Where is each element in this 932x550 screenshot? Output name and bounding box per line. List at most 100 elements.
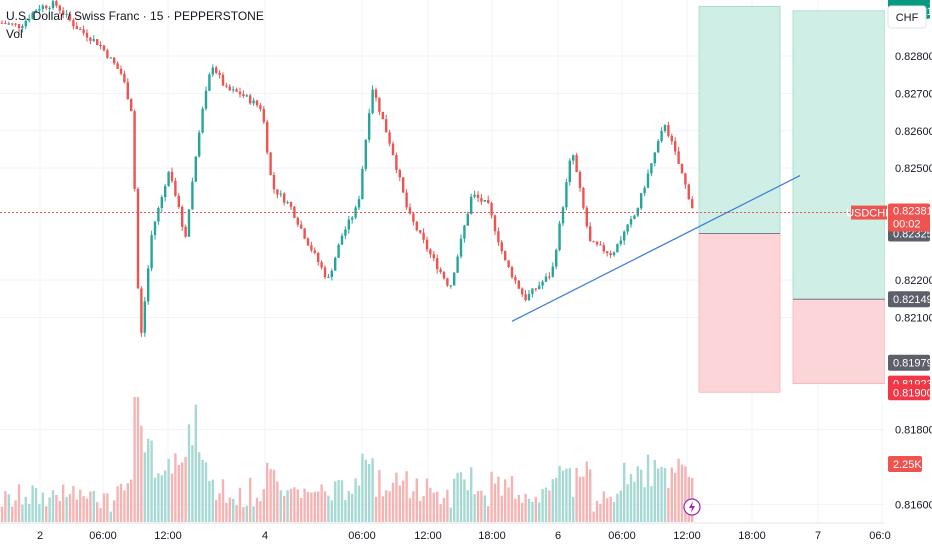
volume-bar bbox=[538, 502, 541, 522]
position-zones bbox=[698, 5, 886, 393]
volume-bar bbox=[504, 479, 507, 522]
candle-body bbox=[527, 293, 531, 301]
volume-bar bbox=[650, 485, 653, 522]
volume-bar bbox=[381, 496, 384, 522]
volume-bar bbox=[398, 485, 401, 522]
candle-body bbox=[334, 257, 337, 271]
volume-bar bbox=[133, 397, 136, 522]
symbol-title[interactable]: U.S. Dollar / Swiss Franc · 15 · PEPPERS… bbox=[6, 9, 264, 23]
candle-body bbox=[109, 57, 112, 59]
time-tick-label: 7 bbox=[815, 530, 821, 542]
trendline[interactable] bbox=[511, 174, 801, 322]
candle-body bbox=[599, 244, 602, 246]
volume-bar bbox=[31, 485, 34, 522]
volume-bar bbox=[541, 489, 544, 522]
candle-body bbox=[245, 95, 248, 97]
candle-body bbox=[670, 135, 673, 142]
candles bbox=[0, 0, 694, 337]
volume-bar bbox=[419, 500, 422, 522]
candle-body bbox=[619, 240, 622, 244]
candle-body bbox=[14, 23, 17, 25]
volume-bar bbox=[11, 506, 14, 522]
candle-body bbox=[453, 272, 456, 286]
candle-body bbox=[17, 24, 21, 29]
volume-bar bbox=[296, 489, 299, 522]
price-axis-ticks: 0.82800 0.82700 0.82600 0.82500 0.82200 0.821… bbox=[895, 51, 932, 511]
volume-bar bbox=[266, 462, 269, 522]
volume-bar bbox=[184, 456, 187, 522]
volume-bar bbox=[483, 495, 486, 522]
volume-bar bbox=[249, 477, 252, 522]
time-axis[interactable]: 2 06:00 12:00 4 06:00 12:00 18:00 6 06:00 12:00 18… bbox=[0, 522, 891, 542]
volume-bar bbox=[82, 496, 85, 522]
long-position-2-target-zone bbox=[792, 10, 886, 300]
volume-bar bbox=[109, 511, 112, 522]
volume-bar bbox=[667, 487, 670, 522]
volume-bar bbox=[351, 493, 354, 522]
candle-body bbox=[357, 199, 361, 208]
volume-bar bbox=[415, 478, 418, 522]
candle-body bbox=[691, 199, 694, 209]
volume-bars bbox=[0, 397, 694, 522]
candle-body bbox=[232, 89, 235, 91]
candle-body bbox=[558, 223, 561, 251]
candle-body bbox=[133, 111, 136, 189]
time-axis-ticks: 2 06:00 12:00 4 06:00 12:00 18:00 6 06:00 12:00 18… bbox=[37, 530, 891, 542]
candle-body bbox=[531, 288, 534, 294]
candle-body bbox=[459, 238, 463, 257]
candle-body bbox=[140, 288, 143, 333]
volume-bar bbox=[62, 484, 65, 522]
volume-bar bbox=[215, 499, 218, 522]
candle-body bbox=[79, 29, 82, 31]
candle-body bbox=[561, 207, 565, 224]
volume-bar bbox=[453, 478, 456, 522]
volume-bar bbox=[490, 471, 493, 522]
volume-bar bbox=[0, 506, 4, 522]
volume-bar bbox=[187, 424, 191, 522]
price-tag-entry bbox=[888, 291, 930, 308]
volume-bar bbox=[534, 497, 537, 522]
volume-bar bbox=[514, 498, 517, 522]
candle-body bbox=[487, 200, 490, 203]
volume-bar bbox=[238, 487, 242, 522]
volume-bar bbox=[385, 490, 388, 522]
candle-body bbox=[398, 170, 401, 178]
candle-body bbox=[408, 207, 412, 214]
candle-body bbox=[419, 230, 422, 233]
volume-bar bbox=[14, 500, 17, 522]
candle-body bbox=[191, 181, 194, 210]
volume-bar bbox=[28, 503, 31, 522]
candle-body bbox=[279, 193, 282, 195]
currency-button[interactable]: CHF bbox=[887, 5, 927, 29]
volume-bar bbox=[204, 462, 208, 522]
volume-bar bbox=[160, 475, 163, 522]
volume-bar bbox=[568, 468, 571, 522]
candle-body bbox=[395, 155, 398, 171]
candle-body bbox=[371, 89, 374, 114]
candle-body bbox=[402, 177, 405, 193]
volume-bar bbox=[565, 468, 568, 522]
volume-bar bbox=[283, 495, 286, 522]
volume-bar bbox=[463, 479, 466, 522]
volume-bar bbox=[242, 507, 245, 522]
candle-body bbox=[578, 171, 582, 189]
volume-bar bbox=[272, 469, 276, 522]
volume-bar bbox=[476, 490, 480, 522]
candle-body bbox=[667, 125, 670, 136]
replay-icon[interactable] bbox=[683, 498, 701, 516]
volume-indicator-label[interactable]: Vol bbox=[6, 27, 23, 41]
volume-bar bbox=[432, 492, 435, 522]
time-tick-label: 06:00 bbox=[89, 530, 117, 542]
volume-bar bbox=[548, 490, 551, 522]
volume-bar bbox=[208, 481, 211, 522]
volume-bar bbox=[592, 511, 595, 522]
candle-body bbox=[381, 111, 384, 120]
candle-body bbox=[609, 253, 612, 256]
candle-body bbox=[449, 285, 452, 287]
candle-body bbox=[364, 139, 367, 169]
volume-bar bbox=[633, 481, 636, 522]
candle-body bbox=[347, 219, 350, 230]
candle-body bbox=[500, 242, 503, 252]
